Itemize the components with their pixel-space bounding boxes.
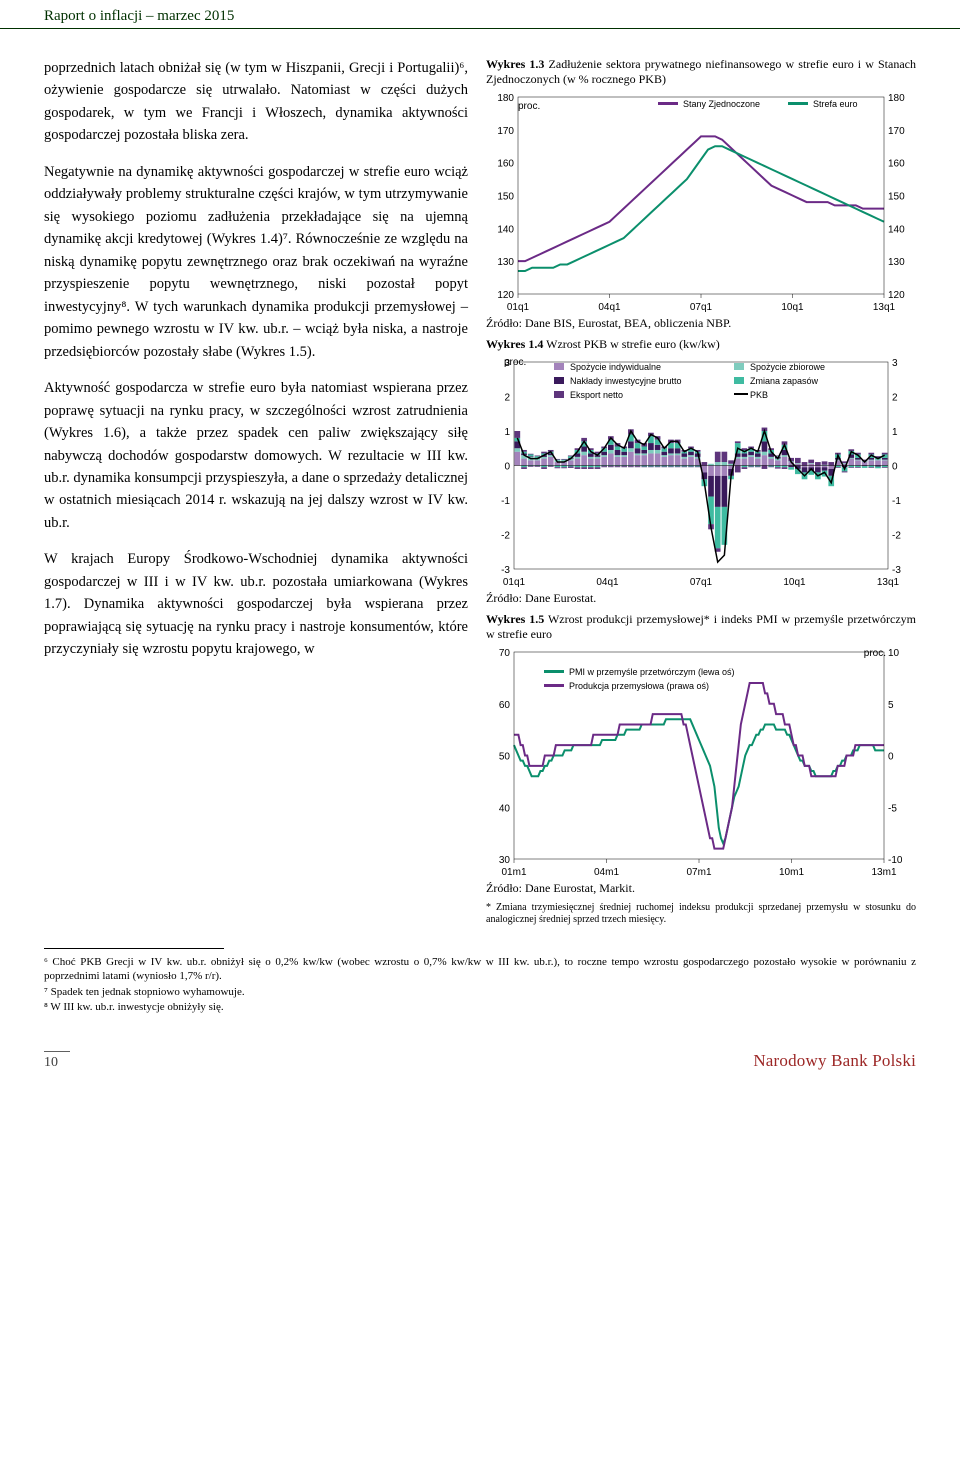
svg-text:10m1: 10m1 bbox=[779, 867, 804, 878]
svg-text:-1: -1 bbox=[501, 496, 510, 507]
right-column: Wykres 1.3 Zadłużenie sektora prywatnego… bbox=[486, 57, 916, 934]
svg-text:140: 140 bbox=[497, 224, 514, 235]
footnote-7: ⁷ Spadek ten jednak stopniowo wyhamowuje… bbox=[44, 985, 916, 999]
figure-1-3-source: Źródło: Dane BIS, Eurostat, BEA, oblicze… bbox=[486, 316, 916, 331]
svg-text:-2: -2 bbox=[501, 531, 510, 542]
svg-text:Spożycie zbiorowe: Spożycie zbiorowe bbox=[750, 362, 825, 372]
footnotes: ⁶ Choć PKB Grecji w IV kw. ub.r. obniżył… bbox=[0, 948, 960, 1014]
svg-text:01m1: 01m1 bbox=[501, 867, 526, 878]
figure-1-4-source: Źródło: Dane Eurostat. bbox=[486, 591, 916, 606]
svg-text:Zmiana zapasów: Zmiana zapasów bbox=[750, 376, 819, 386]
svg-text:160: 160 bbox=[497, 159, 514, 170]
svg-text:170: 170 bbox=[497, 126, 514, 137]
footnote-6: ⁶ Choć PKB Grecji w IV kw. ub.r. obniżył… bbox=[44, 955, 916, 984]
left-column: poprzednich latach obniżał się (w tym w … bbox=[44, 57, 468, 934]
figure-1-4-caption: Wykres 1.4 Wzrost PKB w strefie euro (kw… bbox=[486, 337, 916, 352]
svg-text:60: 60 bbox=[499, 700, 511, 711]
svg-text:Strefa euro: Strefa euro bbox=[813, 99, 858, 109]
figure-1-5-note: * Zmiana trzymiesięcznej średniej ruchom… bbox=[486, 902, 916, 926]
paragraph-4: W krajach Europy Środkowo-Wschodniej dyn… bbox=[44, 548, 468, 660]
svg-text:140: 140 bbox=[888, 224, 905, 235]
svg-text:07q1: 07q1 bbox=[690, 577, 713, 588]
figure-1-4: Wykres 1.4 Wzrost PKB w strefie euro (kw… bbox=[486, 337, 916, 606]
paragraph-2: Negatywnie na dynamikę aktywności gospod… bbox=[44, 161, 468, 363]
svg-text:13q1: 13q1 bbox=[873, 302, 896, 313]
svg-text:120: 120 bbox=[497, 290, 514, 301]
svg-text:5: 5 bbox=[888, 700, 894, 711]
svg-text:04q1: 04q1 bbox=[598, 302, 621, 313]
svg-text:proc.: proc. bbox=[518, 101, 540, 112]
svg-text:1: 1 bbox=[504, 427, 510, 438]
svg-text:120: 120 bbox=[888, 290, 905, 301]
svg-text:180: 180 bbox=[497, 93, 514, 104]
svg-text:70: 70 bbox=[499, 648, 511, 659]
svg-text:proc.: proc. bbox=[864, 648, 886, 659]
page-number: 10 bbox=[44, 1051, 70, 1071]
svg-text:07m1: 07m1 bbox=[686, 867, 711, 878]
chart-1-5-svg: proc. PMI w przemyśle przetwórczym (lewa … bbox=[486, 644, 916, 879]
svg-text:Spożycie indywidualne: Spożycie indywidualne bbox=[570, 362, 661, 372]
svg-text:3: 3 bbox=[504, 358, 510, 369]
svg-text:-3: -3 bbox=[892, 565, 901, 576]
svg-text:04q1: 04q1 bbox=[596, 577, 619, 588]
figure-1-3-caption: Wykres 1.3 Zadłużenie sektora prywatnego… bbox=[486, 57, 916, 87]
figure-1-5-source: Źródło: Dane Eurostat, Markit. bbox=[486, 881, 916, 896]
svg-text:13q1: 13q1 bbox=[877, 577, 900, 588]
svg-text:10q1: 10q1 bbox=[781, 302, 804, 313]
svg-text:50: 50 bbox=[499, 752, 511, 763]
svg-text:30: 30 bbox=[499, 855, 511, 866]
svg-text:PMI w przemyśle przetwórczym (: PMI w przemyśle przetwórczym (lewa oś) bbox=[569, 667, 735, 677]
svg-text:150: 150 bbox=[497, 192, 514, 203]
figure-1-3: Wykres 1.3 Zadłużenie sektora prywatnego… bbox=[486, 57, 916, 331]
svg-text:Produkcja przemysłowa (prawa o: Produkcja przemysłowa (prawa oś) bbox=[569, 681, 709, 691]
figure-1-5: Wykres 1.5 Wzrost produkcji przemysłowej… bbox=[486, 612, 916, 926]
svg-text:1: 1 bbox=[892, 427, 898, 438]
svg-text:0: 0 bbox=[888, 752, 894, 763]
svg-text:Stany Zjednoczone: Stany Zjednoczone bbox=[683, 99, 760, 109]
svg-text:Nakłady inwestycyjne brutto: Nakłady inwestycyjne brutto bbox=[570, 376, 682, 386]
svg-text:07q1: 07q1 bbox=[690, 302, 713, 313]
svg-text:01q1: 01q1 bbox=[503, 577, 526, 588]
svg-text:PKB: PKB bbox=[750, 390, 768, 400]
svg-text:150: 150 bbox=[888, 192, 905, 203]
svg-text:13m1: 13m1 bbox=[871, 867, 896, 878]
chart-1-3-svg: proc.Stany ZjednoczoneStrefa euro1201201… bbox=[486, 89, 916, 314]
svg-text:10: 10 bbox=[888, 648, 900, 659]
svg-text:0: 0 bbox=[892, 462, 898, 473]
svg-text:2: 2 bbox=[892, 393, 898, 404]
page-header: Raport o inflacji – marzec 2015 bbox=[0, 0, 960, 29]
svg-text:2: 2 bbox=[504, 393, 510, 404]
page-footer: 10 Narodowy Bank Polski bbox=[0, 1015, 960, 1093]
paragraph-1: poprzednich latach obniżał się (w tym w … bbox=[44, 57, 468, 147]
svg-text:-10: -10 bbox=[888, 855, 903, 866]
svg-text:130: 130 bbox=[888, 257, 905, 268]
svg-text:-5: -5 bbox=[888, 803, 897, 814]
footnote-8: ⁸ W III kw. ub.r. inwestycje obniżyły si… bbox=[44, 1000, 916, 1014]
svg-text:01q1: 01q1 bbox=[507, 302, 530, 313]
svg-text:130: 130 bbox=[497, 257, 514, 268]
svg-text:Eksport netto: Eksport netto bbox=[570, 390, 623, 400]
svg-text:-1: -1 bbox=[892, 496, 901, 507]
chart-1-4-svg: proc.Spożycie indywidualneSpożycie zbior… bbox=[486, 354, 916, 589]
brand-label: Narodowy Bank Polski bbox=[753, 1051, 916, 1071]
svg-text:170: 170 bbox=[888, 126, 905, 137]
svg-text:-2: -2 bbox=[892, 531, 901, 542]
figure-1-5-caption: Wykres 1.5 Wzrost produkcji przemysłowej… bbox=[486, 612, 916, 642]
svg-text:180: 180 bbox=[888, 93, 905, 104]
svg-text:-3: -3 bbox=[501, 565, 510, 576]
svg-text:160: 160 bbox=[888, 159, 905, 170]
svg-text:3: 3 bbox=[892, 358, 898, 369]
svg-text:04m1: 04m1 bbox=[594, 867, 619, 878]
svg-text:40: 40 bbox=[499, 803, 511, 814]
svg-text:0: 0 bbox=[504, 462, 510, 473]
paragraph-3: Aktywność gospodarcza w strefie euro był… bbox=[44, 377, 468, 534]
svg-text:10q1: 10q1 bbox=[783, 577, 806, 588]
